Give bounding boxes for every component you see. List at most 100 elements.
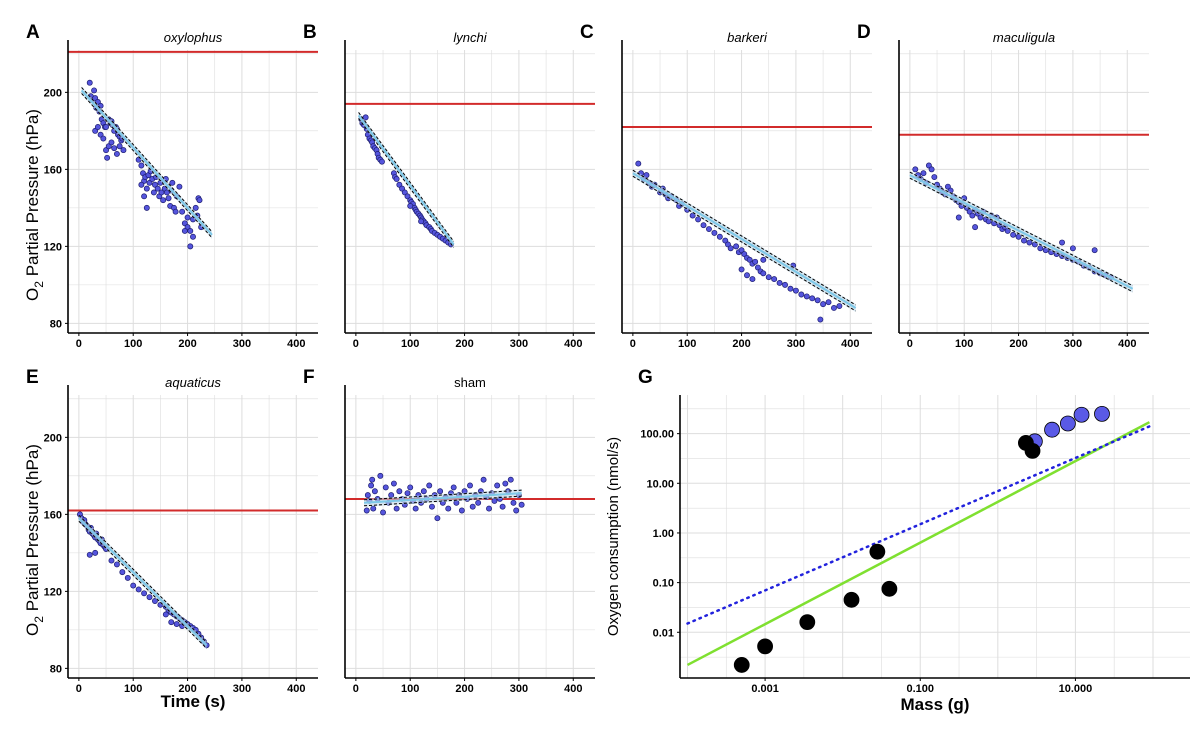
x-tick-label: 100 — [678, 338, 696, 350]
data-point — [382, 484, 389, 491]
data-point — [776, 279, 783, 286]
fit-line — [80, 89, 213, 236]
data-point — [143, 185, 150, 192]
data-point — [91, 87, 98, 94]
data-point — [116, 143, 123, 150]
data-point — [499, 503, 506, 510]
x-tick-label: 0 — [353, 338, 359, 350]
data-point — [1091, 247, 1098, 254]
data-point — [969, 212, 976, 219]
x-tick-label: 200 — [455, 683, 473, 695]
data-point — [695, 216, 702, 223]
data-point — [154, 185, 161, 192]
panel-letter: F — [303, 367, 315, 388]
y-tick-label: 0.01 — [653, 627, 674, 639]
data-point — [749, 276, 756, 283]
x-tick-label: 0 — [907, 338, 913, 350]
grid — [68, 395, 318, 678]
ci-lower — [909, 177, 1133, 293]
data-point — [798, 291, 805, 298]
ci-lower — [78, 520, 207, 649]
data-point — [141, 590, 148, 597]
x-tick-label: 100 — [401, 683, 419, 695]
data-point — [364, 492, 371, 499]
data-point — [836, 303, 843, 309]
data-points — [635, 160, 843, 323]
data-point — [809, 295, 816, 302]
data-point — [393, 176, 400, 182]
data-point — [752, 258, 759, 265]
data-point — [420, 488, 427, 495]
data-point — [196, 197, 203, 204]
x-tick-label: 300 — [787, 338, 805, 350]
data-point — [1037, 245, 1044, 252]
data-point — [371, 488, 378, 495]
data-point — [820, 301, 827, 308]
panel-title: sham — [454, 375, 486, 390]
black-points — [733, 435, 1041, 673]
x-tick-label: 0 — [353, 683, 359, 695]
data-point — [881, 580, 898, 597]
green-regression-line — [686, 421, 1151, 667]
data-point — [160, 197, 167, 204]
data-point — [955, 214, 962, 221]
data-point — [396, 488, 403, 495]
data-point — [407, 202, 414, 209]
data-point — [94, 124, 101, 130]
data-point — [458, 507, 465, 514]
data-point — [92, 549, 99, 556]
data-point — [169, 179, 176, 186]
x-tick-label: 200 — [178, 683, 196, 695]
fit-line — [357, 114, 455, 246]
x-tick-label: 200 — [1009, 338, 1027, 350]
x-tick-label: 200 — [732, 338, 750, 350]
x-tick-label: 400 — [564, 683, 582, 695]
data-point — [825, 299, 832, 306]
data-point — [407, 484, 414, 491]
data-point — [782, 281, 788, 288]
data-point — [1059, 415, 1076, 432]
data-point — [162, 611, 169, 618]
data-point — [146, 594, 153, 601]
data-point — [912, 166, 919, 173]
data-point — [168, 619, 175, 626]
fit-line — [78, 517, 208, 646]
x-tick-label: 100 — [124, 338, 142, 350]
ci-upper — [78, 514, 207, 643]
data-point — [104, 154, 111, 161]
data-point — [733, 657, 750, 673]
y-tick-label: 160 — [44, 509, 62, 521]
data-point — [370, 505, 377, 512]
x-tick-label: 300 — [233, 683, 251, 695]
data-point — [369, 476, 376, 483]
data-point — [787, 285, 794, 292]
ci-lower — [632, 175, 856, 312]
data-point — [727, 245, 734, 252]
data-point — [765, 274, 772, 281]
data-point — [869, 543, 886, 560]
data-point — [108, 139, 115, 146]
panel-letter: E — [26, 367, 39, 388]
data-point — [377, 472, 384, 479]
data-point — [843, 591, 860, 608]
y-tick-label: 1.00 — [653, 528, 674, 540]
data-point — [119, 569, 126, 576]
data-point — [799, 614, 816, 631]
x-tick-label: 300 — [233, 338, 251, 350]
data-point — [831, 305, 837, 311]
panel-title: lynchi — [453, 30, 487, 45]
data-point — [972, 224, 979, 231]
data-point — [757, 638, 773, 655]
data-point — [700, 222, 707, 229]
x-axis-label-time: Time (s) — [161, 692, 226, 711]
data-point — [1024, 442, 1041, 459]
data-point — [513, 507, 520, 514]
data-point — [187, 228, 194, 234]
data-point — [113, 561, 120, 568]
data-point — [792, 287, 799, 294]
x-tick-label: 400 — [564, 338, 582, 350]
data-point — [379, 158, 385, 165]
x-tick-label: 10.000 — [1059, 683, 1093, 695]
